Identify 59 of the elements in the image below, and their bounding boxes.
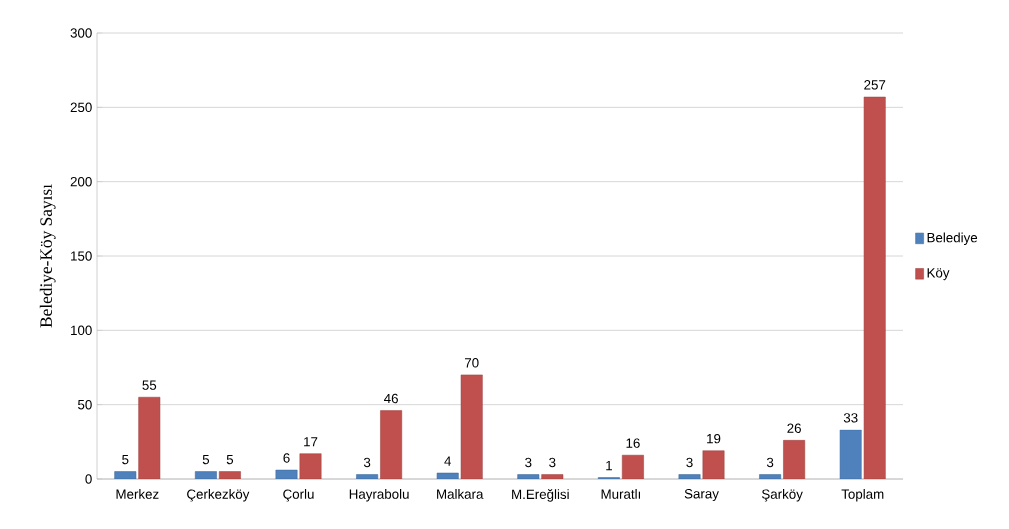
x-tick-label: Malkara — [437, 489, 484, 499]
bar — [621, 454, 644, 479]
legend-label: Belediye — [927, 232, 978, 245]
bar — [218, 471, 241, 479]
x-tick-label: Muratlı — [601, 489, 641, 499]
bar — [839, 429, 862, 479]
bar — [460, 374, 483, 479]
data-label: 19 — [707, 433, 721, 444]
data-label: 26 — [787, 423, 801, 433]
bar — [138, 396, 161, 479]
data-label: 3 — [686, 457, 693, 468]
bar — [275, 469, 298, 479]
bar — [759, 474, 782, 479]
y-tick-label: 150 — [71, 251, 92, 261]
data-label: 3 — [549, 457, 556, 468]
legend-label: Köy — [927, 268, 950, 281]
bar — [541, 474, 564, 479]
bar — [436, 472, 459, 479]
data-label: 3 — [766, 457, 774, 468]
y-tick-label: 50 — [78, 399, 92, 410]
bar — [299, 453, 322, 479]
data-label: 257 — [864, 80, 886, 90]
bar — [114, 471, 137, 479]
y-tick-label: 100 — [71, 325, 92, 336]
x-tick-label: Toplam — [841, 489, 884, 502]
x-tick-label: Hayrabolu — [349, 489, 409, 502]
data-label: 16 — [626, 438, 640, 448]
x-tick-label: Saray — [684, 489, 719, 502]
data-label: 6 — [283, 453, 290, 463]
y-tick-label: 0 — [85, 474, 92, 484]
data-label: 3 — [363, 457, 371, 468]
data-label: 17 — [304, 437, 318, 447]
data-label: 55 — [142, 380, 157, 390]
bar — [863, 96, 886, 479]
x-tick-label: Çerkezköy — [187, 489, 250, 502]
x-tick-label: Merkez — [116, 489, 159, 499]
x-tick-label: M.Ereğlisi — [512, 489, 569, 502]
y-tick-label: 250 — [70, 102, 92, 113]
y-tick-label: 300 — [70, 28, 92, 38]
x-tick-label: Şarköy — [761, 489, 803, 502]
data-label: 5 — [202, 454, 210, 465]
x-tick-label: Çorlu — [283, 489, 314, 502]
data-label: 1 — [606, 460, 612, 471]
bar — [702, 450, 725, 479]
bar — [783, 440, 806, 479]
bar — [678, 474, 701, 479]
bar — [356, 474, 379, 479]
data-label: 3 — [525, 457, 532, 468]
data-label: 33 — [843, 413, 858, 423]
bar — [194, 471, 217, 479]
bar — [380, 410, 403, 479]
data-label: 70 — [464, 358, 479, 368]
data-label: 4 — [444, 456, 452, 466]
bar — [517, 474, 540, 479]
data-label: 5 — [226, 454, 234, 465]
y-tick-label: 200 — [70, 176, 92, 187]
data-label: 5 — [122, 454, 129, 465]
y-axis-title: Belediye-Köy Sayısı — [39, 184, 56, 328]
data-label: 46 — [384, 393, 398, 404]
